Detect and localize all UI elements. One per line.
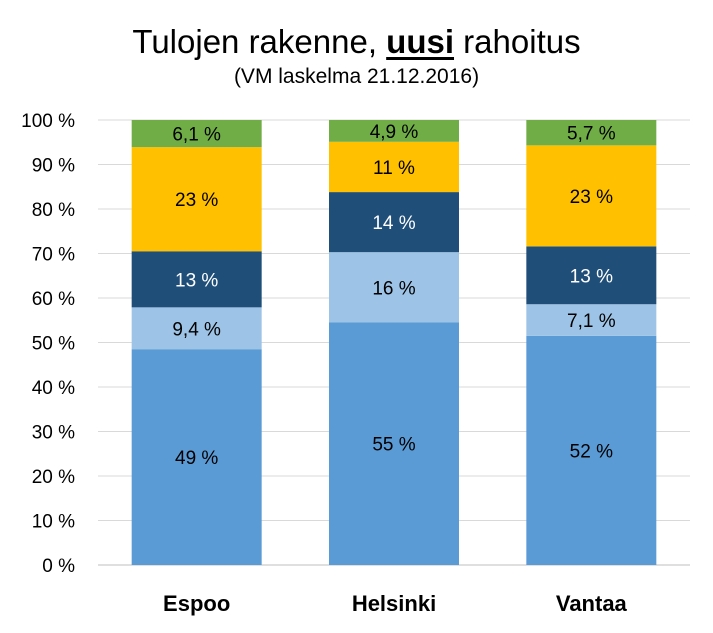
data-label: 49 % [175,448,218,469]
y-tick-label: 90 % [32,156,75,177]
x-tick-label: Helsinki [352,591,436,616]
y-tick-label: 20 % [32,467,75,488]
chart-title-emphasis: uusi [386,23,455,60]
data-label: 23 % [175,190,218,211]
bar-segment [131,147,262,252]
bar-segment [131,251,262,308]
bar-segment [329,322,459,565]
bar-segment [131,349,262,565]
data-label: 13 % [570,266,613,287]
y-tick-label: 30 % [32,423,75,444]
data-label: 13 % [175,270,218,291]
bar-segment [329,120,459,142]
chart-subtitle: (VM laskelma 21.12.2016) [233,65,480,88]
x-tick-label: Vantaa [556,591,628,616]
bar-segment [526,304,657,336]
data-label: 4,9 % [370,122,419,143]
y-tick-label: 50 % [32,334,75,355]
bar-segment [526,246,657,305]
bar-segment [526,120,657,146]
y-tick-label: 100 % [21,111,75,132]
data-label: 23 % [570,187,613,208]
y-tick-label: 60 % [32,289,75,310]
bar-segment [131,120,262,148]
y-tick-label: 80 % [32,200,75,221]
data-label: 16 % [372,278,415,299]
y-tick-label: 40 % [32,378,75,399]
y-tick-label: 70 % [32,245,75,266]
data-label: 11 % [373,158,415,179]
data-label: 52 % [570,441,613,462]
bar-segment [329,252,459,323]
data-label: 5,7 % [567,124,616,145]
y-tick-label: 10 % [32,512,75,533]
chart-title-part-3: rahoitus [454,23,581,60]
y-tick-label: 0 % [42,556,75,577]
data-label: 14 % [372,213,415,234]
bar-segment [526,145,657,247]
data-label: 7,1 % [567,311,616,332]
data-label: 9,4 % [172,319,221,340]
x-tick-label: Espoo [163,591,230,616]
chart-title-part-1: Tulojen rakenne, [132,23,387,60]
bar-segment [526,335,657,565]
data-label: 55 % [372,435,415,456]
bar-segment [329,141,459,193]
bar-segment [131,307,262,350]
bar-segment [329,192,459,253]
data-label: 6,1 % [172,125,221,146]
chart-title: Tulojen rakenne, uusi rahoitus [0,22,713,62]
